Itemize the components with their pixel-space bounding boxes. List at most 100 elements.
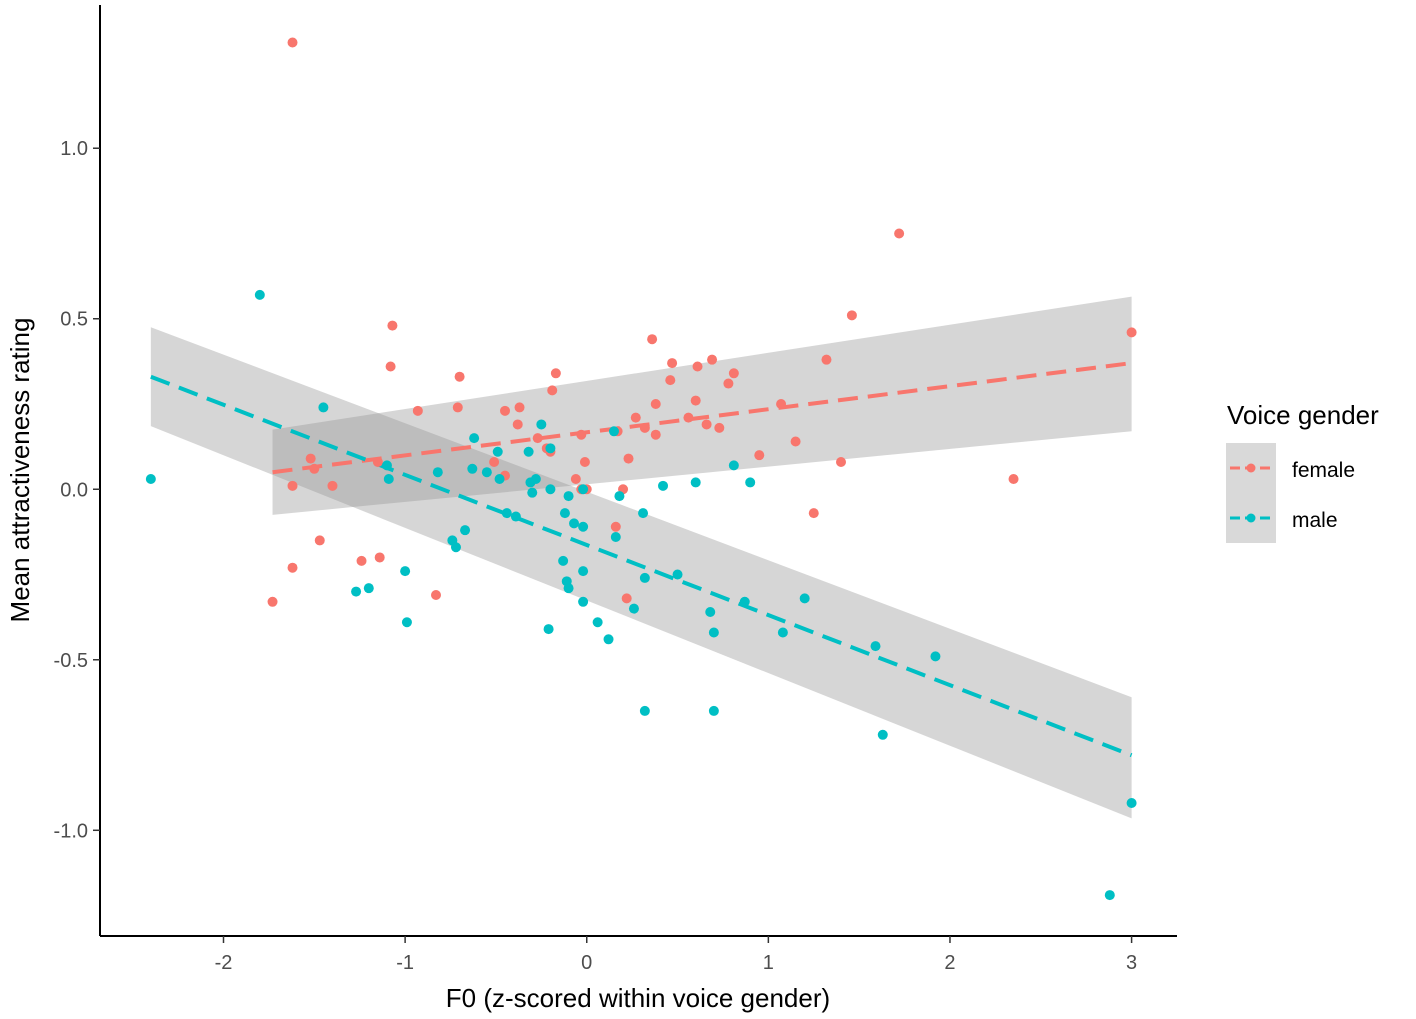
point-female: [667, 358, 678, 369]
scatter-points: [145, 37, 1137, 901]
point-male: [481, 467, 492, 478]
point-male: [501, 508, 512, 519]
point-female: [452, 402, 463, 413]
point-male: [877, 729, 888, 740]
legend-key-background: [1226, 443, 1276, 543]
point-female: [723, 378, 734, 389]
point-female: [808, 508, 819, 519]
point-male: [145, 474, 156, 485]
point-male: [728, 460, 739, 471]
fit-line-male: [150, 374, 1133, 758]
point-female: [356, 555, 367, 566]
point-male: [672, 569, 683, 580]
point-female: [570, 474, 581, 485]
point-male: [432, 467, 443, 478]
point-male: [467, 463, 478, 474]
point-female: [1008, 474, 1019, 485]
point-male: [543, 624, 554, 635]
axes: -2 -1 0 1 2 3 -1.0 -0.5 0.0 0.5 1.0: [54, 5, 1177, 974]
x-tick-label: 0: [581, 952, 592, 974]
y-tick-label: 0.0: [60, 479, 88, 501]
point-female: [500, 405, 511, 416]
point-male: [658, 480, 669, 491]
y-tick-label: -0.5: [54, 650, 88, 672]
point-male: [318, 402, 329, 413]
point-male: [523, 446, 534, 457]
point-female: [639, 422, 650, 433]
point-female: [550, 368, 561, 379]
x-tick-label: 2: [944, 952, 955, 974]
point-male: [608, 426, 619, 437]
point-male: [708, 705, 719, 716]
point-male: [1104, 890, 1115, 901]
fit-line-female: [272, 361, 1132, 475]
point-male: [401, 617, 412, 628]
point-female: [650, 429, 661, 440]
point-male: [559, 508, 570, 519]
point-male: [351, 586, 362, 597]
point-female: [665, 375, 676, 386]
point-male: [460, 525, 471, 536]
point-male: [536, 419, 547, 430]
point-female: [707, 354, 718, 365]
point-male: [610, 532, 621, 542]
legend-key-female-dot: [1246, 463, 1256, 473]
point-male: [492, 446, 503, 457]
point-male: [628, 603, 639, 614]
point-male: [400, 566, 411, 577]
point-female: [267, 596, 278, 607]
point-female: [576, 429, 587, 440]
legend-key-male: [1230, 513, 1272, 523]
legend: Voice gender female male: [1226, 400, 1379, 543]
point-female: [287, 37, 298, 48]
point-female: [621, 593, 632, 604]
point-male: [690, 477, 701, 488]
point-male: [530, 474, 541, 485]
legend-key-male-dot: [1246, 513, 1256, 523]
point-female: [714, 422, 725, 433]
y-ticks: -1.0 -0.5 0.0 0.5 1.0: [54, 138, 100, 842]
point-female: [314, 535, 325, 546]
legend-label-male: male: [1292, 509, 1338, 532]
legend-label-female: female: [1292, 459, 1355, 482]
point-female: [547, 385, 558, 396]
point-male: [363, 583, 374, 594]
point-female: [305, 453, 316, 464]
point-male: [638, 508, 649, 519]
point-male: [708, 627, 719, 638]
point-female: [836, 456, 847, 467]
x-tick-label: -1: [396, 952, 414, 974]
point-female: [489, 456, 500, 467]
point-female: [630, 412, 641, 423]
point-female: [790, 436, 801, 447]
point-female: [287, 562, 298, 573]
point-female: [754, 450, 765, 461]
y-tick-label: 0.5: [60, 309, 88, 331]
point-male: [545, 443, 556, 454]
point-female: [701, 419, 712, 430]
x-tick-label: 1: [763, 952, 774, 974]
y-tick-label: -1.0: [54, 820, 88, 842]
point-male: [745, 477, 756, 488]
x-tick-label: 3: [1126, 952, 1137, 974]
confidence-band-female: [272, 296, 1132, 515]
x-tick-label: -2: [215, 952, 233, 974]
point-male: [450, 542, 461, 553]
y-tick-label: 1.0: [60, 138, 88, 160]
point-male: [578, 521, 589, 532]
legend-key-female: [1230, 463, 1272, 473]
y-axis-title: Mean attractiveness rating: [5, 318, 35, 623]
point-female: [728, 368, 739, 379]
point-male: [1126, 798, 1137, 808]
confidence-band-male: [150, 327, 1132, 819]
point-female: [776, 399, 787, 409]
point-male: [739, 596, 750, 607]
point-female: [894, 228, 905, 239]
point-female: [387, 320, 398, 331]
point-male: [558, 555, 569, 566]
point-male: [527, 487, 538, 498]
point-female: [372, 456, 383, 467]
point-male: [578, 596, 589, 607]
x-axis-title: F0 (z-scored within voice gender): [446, 983, 830, 1013]
